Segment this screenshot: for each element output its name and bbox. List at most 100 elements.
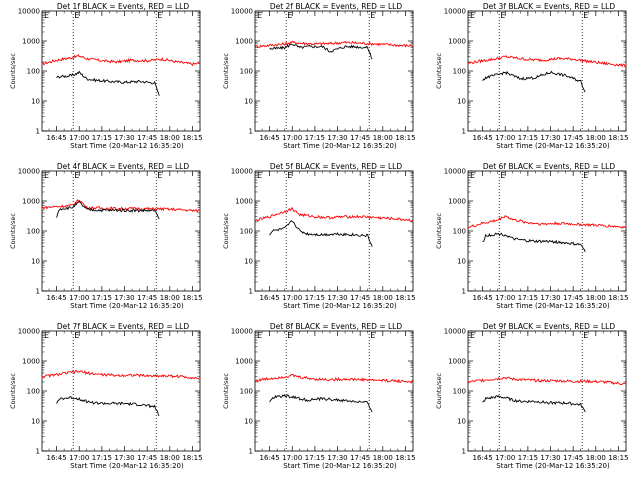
x-tick-label: 17:15 bbox=[518, 454, 538, 462]
x-tick-label: 18:00 bbox=[586, 294, 606, 302]
x-tick-label: 16:45 bbox=[259, 294, 279, 302]
y-axis-label: Counts/sec bbox=[435, 53, 443, 89]
y-tick-label: 1 bbox=[462, 288, 466, 296]
lld-series-line bbox=[41, 369, 201, 380]
y-axis-label: Counts/sec bbox=[435, 373, 443, 409]
x-tick-label: 18:00 bbox=[373, 454, 393, 462]
event-marker-label: E bbox=[257, 331, 262, 340]
x-tick-label: 17:15 bbox=[305, 134, 325, 142]
chart-panel: Det 7f BLACK = Events, RED = LLD 1 10 100 10… bbox=[9, 322, 203, 470]
x-tick-label: 17:45 bbox=[563, 294, 583, 302]
x-tick-label: 18:15 bbox=[182, 294, 202, 302]
chart-panel: Det 8f BLACK = Events, RED = LLD 1 10 100 10… bbox=[222, 322, 416, 470]
events-series-line bbox=[56, 396, 160, 417]
events-series-line bbox=[269, 220, 373, 247]
plot-frame bbox=[467, 10, 627, 132]
lld-series-line bbox=[467, 55, 627, 68]
y-axis-label: Counts/sec bbox=[222, 373, 230, 409]
event-marker-label: E bbox=[500, 11, 505, 20]
y-tick-label: 1000 bbox=[22, 358, 40, 366]
x-tick-label: 17:45 bbox=[137, 294, 157, 302]
x-tick-label: 17:15 bbox=[305, 454, 325, 462]
event-marker-label: E bbox=[257, 11, 262, 20]
x-tick-label: 16:45 bbox=[472, 294, 492, 302]
plot-frame bbox=[41, 10, 201, 132]
y-tick-label: 1 bbox=[462, 448, 466, 456]
y-tick-label: 1000 bbox=[448, 358, 466, 366]
x-tick-label: 18:15 bbox=[608, 454, 628, 462]
x-axis-label: Start Time (20-Mar-12 16:35:20) bbox=[70, 142, 184, 150]
x-axis-label: Start Time (20-Mar-12 16:35:20) bbox=[70, 462, 184, 470]
y-tick-label: 10 bbox=[244, 258, 253, 266]
x-tick-label: 17:15 bbox=[92, 294, 112, 302]
lld-series-line bbox=[254, 40, 414, 49]
y-tick-label: 1 bbox=[249, 288, 253, 296]
y-tick-label: 1 bbox=[249, 128, 253, 136]
x-tick-label: 17:30 bbox=[114, 134, 134, 142]
event-marker-label: E bbox=[74, 11, 79, 20]
events-series-line bbox=[56, 70, 160, 96]
lld-series-line bbox=[41, 198, 201, 213]
x-tick-label: 17:00 bbox=[495, 454, 515, 462]
events-series-line bbox=[269, 393, 373, 413]
x-tick-label: 16:45 bbox=[472, 454, 492, 462]
chart-title: Det 9f BLACK = Events, RED = LLD bbox=[483, 322, 616, 331]
x-tick-label: 17:00 bbox=[69, 454, 89, 462]
y-tick-label: 10000 bbox=[444, 8, 466, 16]
x-tick-label: 18:00 bbox=[160, 454, 180, 462]
y-tick-label: 1000 bbox=[22, 198, 40, 206]
chart-title: Det 3f BLACK = Events, RED = LLD bbox=[483, 2, 616, 11]
y-tick-label: 100 bbox=[453, 68, 466, 76]
event-marker-label: E bbox=[370, 171, 375, 180]
event-marker-label: E bbox=[470, 11, 475, 20]
y-tick-label: 10 bbox=[31, 98, 40, 106]
x-tick-label: 18:00 bbox=[160, 134, 180, 142]
x-tick-label: 17:45 bbox=[350, 454, 370, 462]
events-series-line bbox=[269, 43, 373, 60]
chart-title: Det 1f BLACK = Events, RED = LLD bbox=[57, 2, 190, 11]
x-tick-label: 16:45 bbox=[46, 134, 66, 142]
chart-panel: Det 9f BLACK = Events, RED = LLD 1 10 100 10… bbox=[435, 322, 629, 470]
y-axis-label: Counts/sec bbox=[435, 213, 443, 249]
event-marker-label: E bbox=[44, 11, 49, 20]
y-tick-label: 1 bbox=[36, 448, 40, 456]
plot-frame bbox=[254, 10, 414, 132]
chart-panel: Det 6f BLACK = Events, RED = LLD 1 10 100 10… bbox=[435, 162, 629, 310]
chart-panel: Det 3f BLACK = Events, RED = LLD 1 10 100 10… bbox=[435, 2, 629, 150]
event-marker-label: E bbox=[470, 171, 475, 180]
x-tick-label: 17:45 bbox=[137, 454, 157, 462]
x-axis-label: Start Time (20-Mar-12 16:35:20) bbox=[283, 142, 397, 150]
lld-series-line bbox=[254, 206, 414, 222]
y-axis-label: Counts/sec bbox=[9, 213, 17, 249]
x-tick-label: 17:30 bbox=[327, 134, 347, 142]
y-tick-label: 10 bbox=[244, 98, 253, 106]
event-marker-label: E bbox=[370, 331, 375, 340]
events-series-line bbox=[482, 232, 586, 253]
y-axis-label: Counts/sec bbox=[222, 213, 230, 249]
x-tick-label: 17:30 bbox=[540, 294, 560, 302]
y-axis-label: Counts/sec bbox=[9, 373, 17, 409]
x-tick-label: 17:15 bbox=[92, 134, 112, 142]
x-tick-label: 17:30 bbox=[327, 294, 347, 302]
y-axis-label: Counts/sec bbox=[222, 53, 230, 89]
plot-frame bbox=[41, 170, 201, 292]
y-tick-label: 100 bbox=[453, 228, 466, 236]
y-tick-label: 10 bbox=[31, 418, 40, 426]
y-tick-label: 1 bbox=[462, 128, 466, 136]
chart-panel: Det 4f BLACK = Events, RED = LLD 1 10 100 10… bbox=[9, 162, 203, 310]
x-tick-label: 17:45 bbox=[563, 454, 583, 462]
chart-title: Det 2f BLACK = Events, RED = LLD bbox=[270, 2, 403, 11]
event-marker-label: E bbox=[583, 171, 588, 180]
event-marker-label: E bbox=[157, 11, 162, 20]
y-tick-label: 10000 bbox=[18, 8, 40, 16]
x-tick-label: 16:45 bbox=[46, 294, 66, 302]
x-axis-label: Start Time (20-Mar-12 16:35:20) bbox=[70, 302, 184, 310]
chart-title: Det 8f BLACK = Events, RED = LLD bbox=[270, 322, 403, 331]
x-tick-label: 17:30 bbox=[114, 294, 134, 302]
y-tick-label: 100 bbox=[27, 388, 40, 396]
y-tick-label: 1000 bbox=[22, 38, 40, 46]
x-tick-label: 17:00 bbox=[282, 134, 302, 142]
x-tick-label: 18:15 bbox=[608, 294, 628, 302]
y-tick-label: 10 bbox=[31, 258, 40, 266]
x-tick-label: 17:00 bbox=[282, 454, 302, 462]
